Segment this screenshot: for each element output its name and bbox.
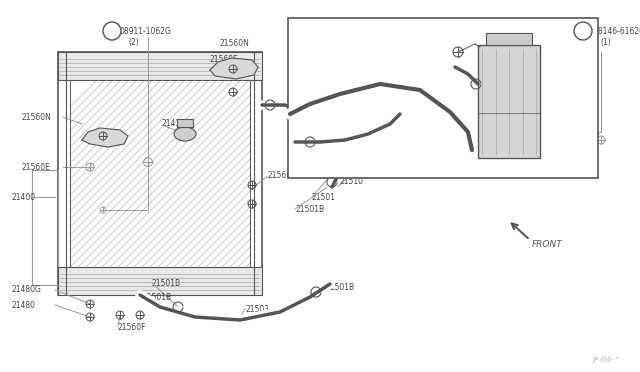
Text: 21560F: 21560F — [268, 170, 296, 180]
Text: 21560N: 21560N — [22, 112, 52, 122]
Text: 21518: 21518 — [543, 97, 567, 106]
Text: 21501: 21501 — [312, 192, 336, 202]
Text: JP /00·^: JP /00·^ — [592, 357, 620, 363]
Text: 21480G: 21480G — [12, 285, 42, 295]
Text: (2): (2) — [128, 38, 139, 46]
Bar — [486, 33, 532, 45]
Bar — [288, 18, 598, 178]
Text: 21501E: 21501E — [395, 128, 424, 137]
Polygon shape — [210, 58, 258, 79]
Text: 21480: 21480 — [12, 301, 36, 310]
Text: FRONT: FRONT — [532, 240, 563, 249]
Text: S: S — [580, 26, 586, 35]
Text: 21501B: 21501B — [152, 279, 181, 289]
Text: N: N — [109, 26, 115, 35]
Text: 21400: 21400 — [12, 192, 36, 202]
Text: 21503: 21503 — [245, 305, 269, 314]
Text: 21510: 21510 — [340, 177, 364, 186]
Bar — [58, 52, 262, 80]
Bar — [177, 119, 193, 127]
Text: 21515: 21515 — [318, 73, 342, 81]
Text: 21516: 21516 — [462, 39, 486, 48]
Ellipse shape — [174, 127, 196, 141]
Text: 21501B: 21501B — [325, 282, 354, 292]
Text: 08911-1062G: 08911-1062G — [120, 26, 172, 35]
Text: 21501B: 21501B — [143, 292, 172, 301]
Text: 21560N: 21560N — [220, 39, 250, 48]
Bar — [478, 45, 540, 158]
Text: 21560F: 21560F — [118, 323, 147, 331]
Text: 21560E: 21560E — [22, 163, 51, 171]
Text: 21430: 21430 — [162, 119, 186, 128]
Text: 08146-6162G: 08146-6162G — [593, 26, 640, 35]
Bar — [32, 170, 58, 285]
Bar — [58, 52, 262, 295]
Bar — [58, 267, 262, 295]
Text: 21501E: 21501E — [295, 119, 324, 128]
Circle shape — [574, 22, 592, 40]
Polygon shape — [82, 128, 128, 147]
Circle shape — [103, 22, 121, 40]
Bar — [70, 80, 250, 267]
Text: 21501B: 21501B — [295, 205, 324, 215]
Text: (1): (1) — [600, 38, 611, 46]
Text: 21560E: 21560E — [210, 55, 239, 64]
